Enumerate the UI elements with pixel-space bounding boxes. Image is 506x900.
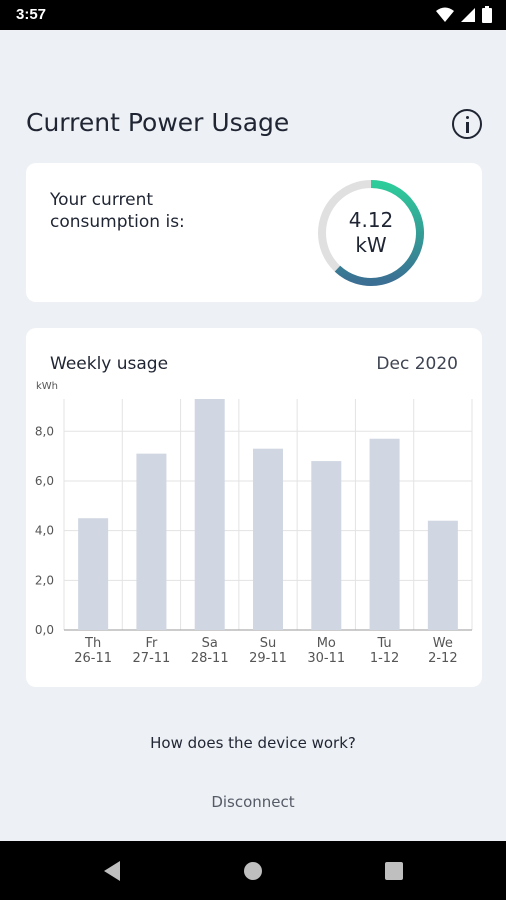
x-tick-day: Su [260, 636, 277, 651]
y-tick-label: 4,0 [35, 524, 54, 538]
consumption-unit: kW [355, 233, 387, 257]
consumption-value: 4.12 [348, 208, 394, 232]
gauge-arc [334, 180, 424, 286]
bar-fr [136, 453, 167, 630]
recents-icon[interactable] [382, 859, 406, 883]
bar-th [78, 518, 109, 630]
x-tick-day: Th [84, 636, 101, 651]
x-tick-date: 26-11 [74, 651, 112, 666]
status-icons [436, 6, 492, 23]
disconnect-button[interactable]: Disconnect [211, 793, 295, 811]
x-tick-day: Mo [317, 636, 336, 651]
weekly-usage-card: Weekly usage Dec 2020 kWh 0,0 2,0 4,0 6,0 8,0… [26, 328, 482, 687]
bar-we [427, 520, 458, 630]
battery-icon [482, 6, 492, 23]
y-tick-label: 8,0 [35, 424, 54, 438]
chart-title: Weekly usage [50, 354, 169, 374]
chart-period: Dec 2020 [376, 354, 458, 374]
y-axis-unit: kWh [36, 381, 58, 392]
back-icon[interactable] [100, 859, 124, 883]
x-tick-date: 27-11 [133, 651, 171, 666]
bar-tu [369, 438, 400, 630]
main-content: Current Power Usage Your current consump… [0, 30, 506, 841]
status-time: 3:57 [16, 6, 47, 23]
consumption-card: Your current consumption is: 4.12 kW [26, 163, 482, 302]
y-tick-label: 2,0 [35, 573, 54, 587]
gauge-readout: 4.12 kW [316, 178, 426, 288]
status-bar: 3:57 [0, 0, 506, 30]
wifi-icon [436, 7, 454, 22]
x-tick-day: Sa [202, 636, 218, 651]
bar-sa [194, 399, 225, 630]
y-tick-label: 0,0 [35, 623, 54, 637]
consumption-gauge [318, 180, 424, 286]
x-tick-day: Fr [145, 636, 158, 651]
x-tick-date: 28-11 [191, 651, 229, 666]
how-device-works-link[interactable]: How does the device work? [150, 734, 356, 752]
navigation-bar [0, 841, 506, 900]
bar-mo [311, 461, 342, 630]
consumption-label: Your current consumption is: [50, 190, 185, 232]
x-tick-date: 29-11 [249, 651, 287, 666]
x-tick-date: 2-12 [428, 651, 458, 666]
page-title: Current Power Usage [26, 108, 290, 137]
y-tick-label: 6,0 [35, 474, 54, 488]
x-tick-date: 1-12 [370, 651, 400, 666]
x-tick-day: We [433, 636, 453, 651]
info-icon[interactable] [452, 109, 482, 139]
home-icon[interactable] [241, 859, 265, 883]
x-tick-day: Tu [376, 636, 391, 651]
signal-icon [461, 7, 475, 22]
bar-su [253, 448, 283, 630]
x-tick-date: 30-11 [307, 651, 345, 666]
